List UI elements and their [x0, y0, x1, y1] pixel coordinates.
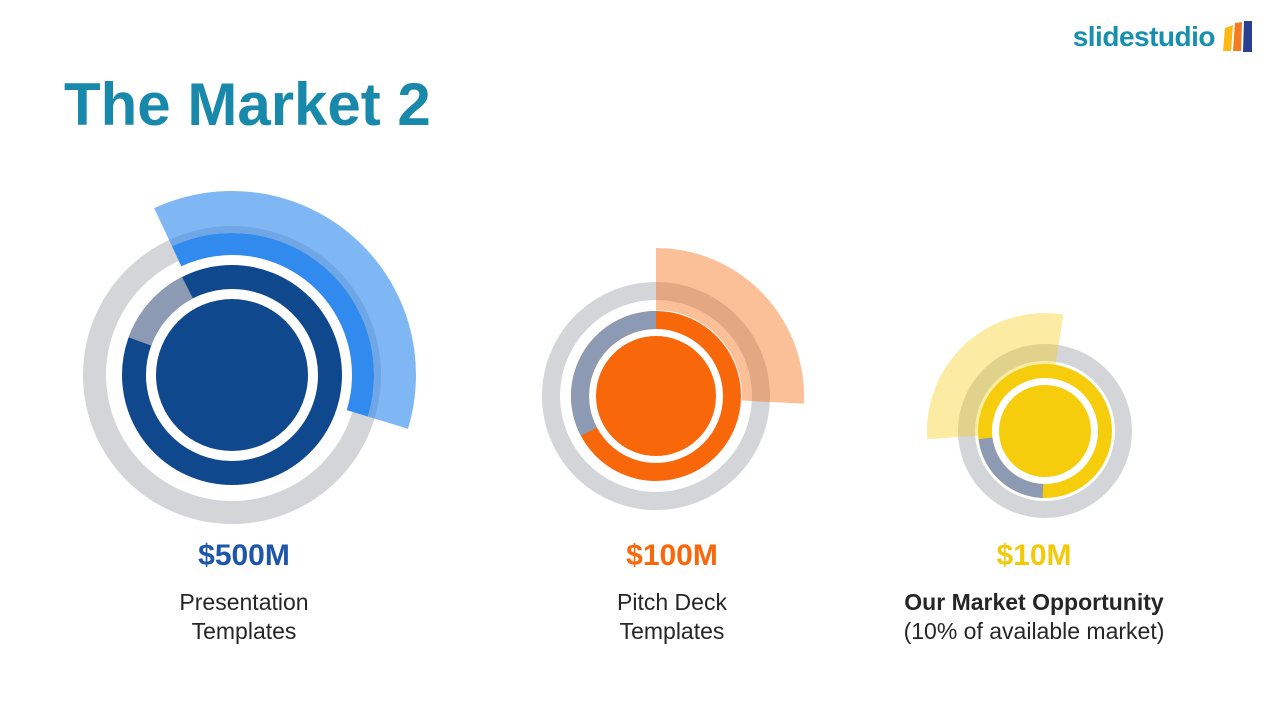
inner-ring: [122, 265, 342, 485]
figure-label-line: Our Market Opportunity: [904, 589, 1164, 615]
logo: slidestudio: [1073, 20, 1254, 53]
accent-band-arc: [171, 232, 375, 417]
inner-ring-remainder: [570, 311, 656, 436]
figure-value-10m: $10M: [996, 539, 1072, 572]
figure-label-line: (10% of available market): [903, 618, 1165, 644]
gray-ring: [542, 282, 770, 510]
halo-arc: [656, 247, 805, 404]
figure-label-10m: Our Market Opportunity (10% of available …: [904, 588, 1165, 646]
figure-label-line: Presentation: [179, 589, 309, 615]
halo-arc: [154, 191, 417, 429]
inner-ring-remainder: [128, 276, 193, 346]
page-title: The Market 2: [64, 71, 431, 138]
core-disc: [596, 336, 716, 456]
gray-ring: [83, 226, 381, 524]
core-disc: [156, 299, 308, 451]
logo-bar-orange: [1233, 22, 1242, 51]
gray-ring: [958, 344, 1132, 518]
halo-arc: [927, 312, 1064, 440]
logo-bar-navy: [1243, 21, 1252, 52]
figure-label-line: Pitch Deck: [617, 589, 727, 615]
figure-label-line: Templates: [191, 618, 297, 644]
logo-mark-icon: [1223, 21, 1252, 52]
logo-text: slidestudio: [1072, 20, 1216, 52]
figure-label-100m: Pitch Deck Templates: [617, 588, 727, 646]
figure-value-100m: $100M: [626, 539, 718, 572]
inner-ring-remainder: [978, 437, 1044, 498]
core-disc: [999, 385, 1091, 477]
logo-bar-yellow: [1223, 25, 1233, 51]
figure-label-line: Templates: [619, 618, 725, 644]
figure-label-500m: Presentation Templates: [179, 588, 308, 646]
inner-ring: [571, 311, 741, 481]
figure-value-500m: $500M: [198, 539, 290, 572]
inner-ring: [978, 364, 1112, 498]
